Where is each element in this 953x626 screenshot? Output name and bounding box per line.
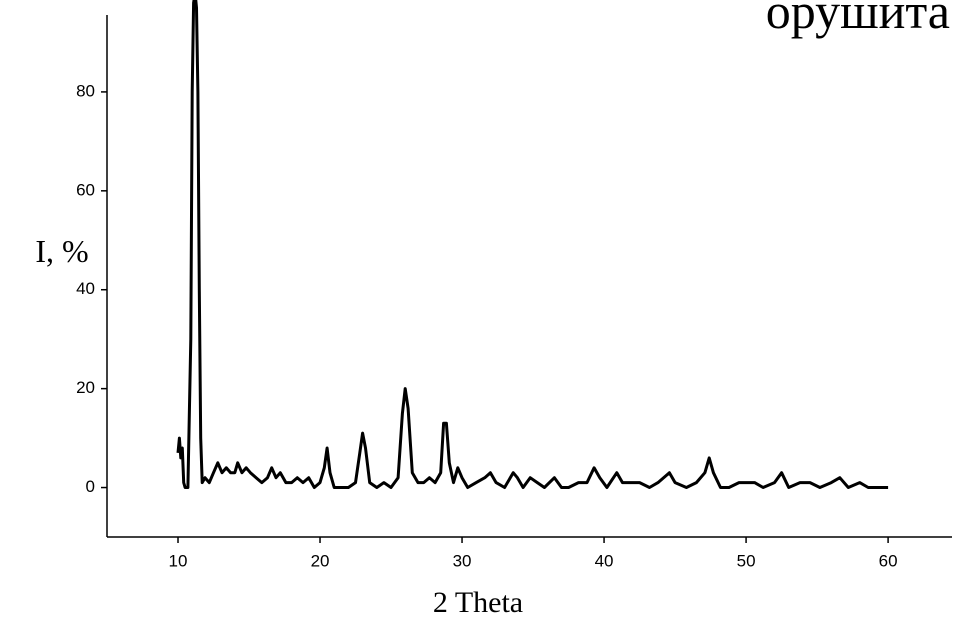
data-line <box>176 0 889 489</box>
x-tick-label: 20 <box>311 551 330 570</box>
x-tick-label: 30 <box>453 551 472 570</box>
x-axis-label: 2 Theta <box>433 586 523 619</box>
x-tick-label: 40 <box>595 551 614 570</box>
y-tick-label: 80 <box>76 81 95 100</box>
y-tick-label: 0 <box>86 477 95 496</box>
x-tick-label: 50 <box>737 551 756 570</box>
x-tick-label: 10 <box>169 551 188 570</box>
y-tick-label: 100 <box>67 0 95 1</box>
y-axis-label: I, % <box>35 233 88 269</box>
y-tick-label: 20 <box>76 378 95 397</box>
chart-title: орушита <box>766 0 950 39</box>
y-tick-label: 60 <box>76 180 95 199</box>
y-tick-label: 40 <box>76 279 95 298</box>
x-tick-label: 60 <box>879 551 898 570</box>
